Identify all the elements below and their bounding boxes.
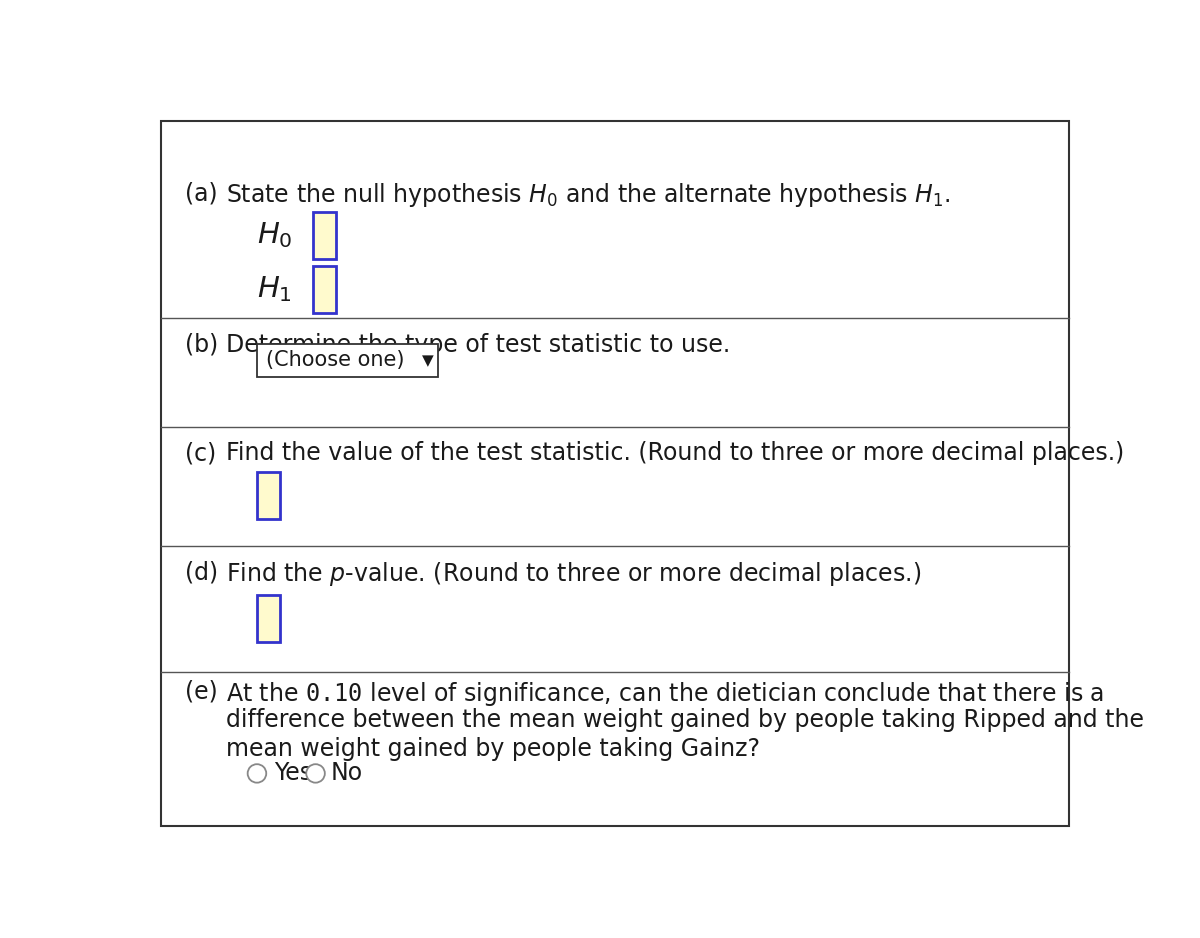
Text: $H_0\;$  :: $H_0\;$ : (257, 220, 328, 250)
Text: State the null hypothesis $H_0$ and the alternate hypothesis $H_1$.: State the null hypothesis $H_0$ and the … (227, 181, 950, 209)
Text: $H_1\;$  :: $H_1\;$ : (257, 275, 328, 305)
FancyBboxPatch shape (257, 472, 281, 519)
Text: Yes: Yes (274, 762, 312, 785)
Text: (Choose one): (Choose one) (266, 350, 404, 371)
Text: (b): (b) (185, 333, 218, 356)
FancyBboxPatch shape (313, 266, 336, 313)
FancyBboxPatch shape (257, 595, 281, 642)
Text: ▼: ▼ (421, 353, 433, 368)
Text: At the $\mathtt{0.10}$ level of significance, can the dietician conclude that th: At the $\mathtt{0.10}$ level of signific… (227, 679, 1104, 707)
FancyBboxPatch shape (313, 212, 336, 259)
Text: difference between the mean weight gained by people taking Ripped and the: difference between the mean weight gaine… (227, 708, 1145, 733)
Ellipse shape (306, 764, 325, 782)
Text: (e): (e) (185, 679, 218, 704)
Text: (a): (a) (185, 181, 218, 205)
Text: Find the value of the test statistic. (Round to three or more decimal places.): Find the value of the test statistic. (R… (227, 441, 1124, 465)
Text: (d): (d) (185, 560, 218, 584)
FancyBboxPatch shape (257, 343, 438, 377)
FancyBboxPatch shape (161, 121, 1069, 826)
Text: (c): (c) (185, 441, 216, 465)
Text: mean weight gained by people taking Gainz?: mean weight gained by people taking Gain… (227, 737, 761, 762)
Text: Find the $p$-value. (Round to three or more decimal places.): Find the $p$-value. (Round to three or m… (227, 560, 922, 588)
Text: No: No (330, 762, 362, 785)
Text: Determine the type of test statistic to use.: Determine the type of test statistic to … (227, 333, 731, 356)
Ellipse shape (247, 764, 266, 782)
